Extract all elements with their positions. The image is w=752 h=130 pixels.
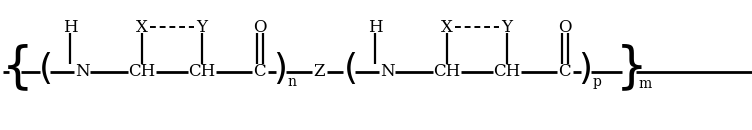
Text: Y: Y: [502, 19, 512, 36]
Text: C: C: [253, 63, 266, 80]
Text: O: O: [253, 19, 266, 36]
Text: $\{$: $\{$: [1, 43, 29, 93]
Text: $($: $($: [38, 50, 51, 86]
Text: m: m: [638, 77, 652, 91]
Text: $($: $($: [343, 50, 356, 86]
Text: CH: CH: [129, 63, 156, 80]
Text: p: p: [592, 75, 601, 89]
Text: Z: Z: [314, 63, 326, 80]
Text: $\}$: $\}$: [614, 43, 642, 93]
Text: C: C: [558, 63, 571, 80]
Text: H: H: [368, 19, 383, 36]
Text: N: N: [380, 63, 395, 80]
Text: O: O: [558, 19, 572, 36]
Text: n: n: [287, 75, 296, 89]
Text: X: X: [136, 19, 148, 36]
Text: $)$: $)$: [273, 50, 286, 86]
Text: $)$: $)$: [578, 50, 591, 86]
Text: X: X: [441, 19, 453, 36]
Text: H: H: [63, 19, 77, 36]
Text: CH: CH: [433, 63, 461, 80]
Text: Y: Y: [196, 19, 208, 36]
Text: CH: CH: [493, 63, 520, 80]
Text: CH: CH: [188, 63, 216, 80]
Text: N: N: [75, 63, 89, 80]
